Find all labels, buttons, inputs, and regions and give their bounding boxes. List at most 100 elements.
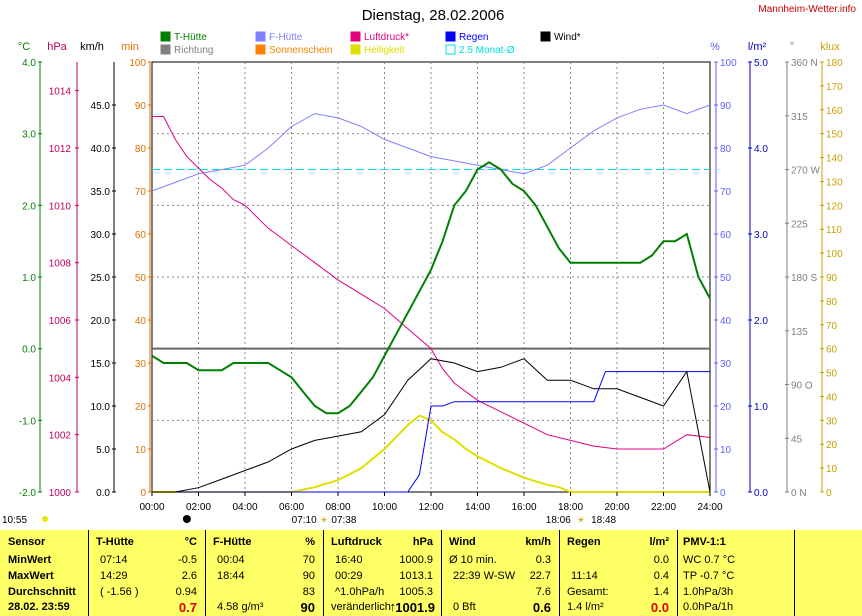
axis-label-kmh: 45.0 — [91, 101, 111, 112]
axis-label-pct: 50 — [720, 273, 732, 284]
luftdruck-unit: hPa — [412, 536, 433, 548]
axis-label-min: 40 — [135, 316, 147, 327]
axis-label-kmh: 0.0 — [96, 488, 110, 499]
legend-swatch — [255, 44, 266, 55]
sensor-header: Sensor — [8, 536, 46, 548]
legend-label: T-Hütte — [174, 32, 207, 43]
axis-label-deg: 135 — [791, 327, 808, 338]
axis-label-klux: 70 — [826, 321, 838, 332]
sensor-column: Sensor MinWert MaxWert Durchschnitt 28.0… — [0, 530, 89, 616]
legend-label: Wind* — [554, 32, 581, 43]
axis-label-c: -1.0 — [19, 416, 37, 427]
axis-label-klux: 110 — [826, 225, 842, 236]
wind-current: 0.6 — [532, 600, 551, 615]
wind-avg-label: Ø 10 min. — [449, 554, 497, 566]
unit-hpa: hPa — [47, 41, 67, 53]
chart-title: Dienstag, 28.02.2006 — [362, 7, 505, 24]
series-t-h-tte — [151, 161, 711, 415]
luftdruck-max-time: 00:29 — [335, 570, 363, 582]
luftdruck-column: Luftdruck hPa 16:40 1000.9 00:29 1013.1 … — [323, 530, 442, 616]
axis-label-hpa: 1004 — [49, 373, 72, 384]
luftdruck-header: Luftdruck — [331, 536, 382, 548]
axis-label-kmh: 10.0 — [91, 402, 111, 413]
regen-header: Regen — [567, 536, 601, 548]
legend-label: 2.5 Monat-Ø — [459, 45, 515, 56]
moon-time: 10:55 — [2, 515, 27, 526]
luftdruck-min-time: 16:40 — [335, 554, 363, 566]
axis-label-deg: 225 — [791, 219, 808, 230]
axis-label-klux: 80 — [826, 297, 838, 308]
sunset-icon: ☀ — [577, 515, 585, 525]
x-tick-label: 02:00 — [186, 502, 211, 513]
axis-label-kmh: 35.0 — [91, 187, 111, 198]
axis-label-klux: 160 — [826, 106, 843, 117]
axis-label-deg: 315 — [791, 112, 808, 123]
axis-label-kmh: 30.0 — [91, 230, 111, 241]
regen-total: 1.4 — [653, 586, 669, 598]
axis-label-lm2: 0.0 — [754, 488, 768, 499]
axis-label-pct: 60 — [720, 230, 732, 241]
f-huette-unit: % — [305, 536, 315, 548]
sunrise-b-time: 07:38 — [331, 515, 356, 526]
regen-total-label: Gesamt: — [567, 586, 609, 598]
axis-label-pct: 80 — [720, 144, 732, 155]
regen-unit: l/m² — [649, 536, 669, 548]
axis-label-klux: 150 — [826, 130, 843, 141]
axis-label-hpa: 1010 — [49, 201, 72, 212]
legend-swatch — [350, 31, 361, 42]
axis-label-klux: 140 — [826, 154, 843, 165]
axis-label-pct: 100 — [720, 58, 737, 69]
x-tick-label: 12:00 — [418, 502, 443, 513]
t-huette-max-time: 14:29 — [100, 570, 128, 582]
axis-label-kmh: 40.0 — [91, 144, 111, 155]
axis-label-klux: 40 — [826, 392, 838, 403]
wind-avg: 7.6 — [535, 586, 551, 598]
x-tick-label: 22:00 — [651, 502, 676, 513]
legend-label: Richtung — [174, 45, 213, 56]
axis-label-deg: 45 — [791, 434, 803, 445]
legend-swatch — [540, 31, 551, 42]
unit-pct: % — [710, 41, 720, 53]
f-huette-max: 90 — [302, 570, 315, 582]
axis-label-min: 20 — [135, 402, 147, 413]
pmv-column: PMV-1:1 WC 0.7 °C TP -0.7 °C 1.0hPa/3h 0… — [677, 530, 795, 616]
f-huette-min-time: 00:04 — [217, 554, 245, 566]
wind-bft: 0 Bft — [453, 601, 476, 613]
pmv-windchill: WC 0.7 °C — [683, 554, 736, 566]
t-huette-max: 2.6 — [181, 570, 197, 582]
axis-label-hpa: 1014 — [49, 87, 72, 98]
axis-label-klux: 170 — [826, 82, 843, 93]
legend-label: F-Hütte — [269, 32, 303, 43]
x-tick-label: 14:00 — [465, 502, 490, 513]
unit-min: min — [121, 41, 139, 53]
axis-label-pct: 40 — [720, 316, 732, 327]
legend-swatch — [160, 44, 171, 55]
axis-label-klux: 100 — [826, 249, 843, 260]
wind-max-time: 22:39 W-SW — [453, 570, 516, 582]
axis-label-deg: 180 S — [791, 273, 817, 284]
t-huette-avg-note: ( -1.56 ) — [100, 586, 139, 598]
f-huette-column: F-Hütte % 00:04 70 18:44 90 83 4.58 g/m³… — [205, 530, 324, 616]
wind-avg-10min: 0.3 — [535, 554, 551, 566]
axis-units: °C hPa km/h min% l/m² ° klux — [18, 41, 840, 53]
axis-label-c: 2.0 — [22, 201, 36, 212]
axis-label-min: 70 — [135, 187, 147, 198]
regen-current: 0.0 — [650, 600, 669, 615]
axis-label-min: 0 — [140, 488, 146, 499]
sunset-b-time: 18:48 — [591, 515, 616, 526]
axis-label-c: 3.0 — [22, 130, 36, 141]
series-helligkeit — [152, 414, 710, 493]
wind-header: Wind — [449, 536, 476, 548]
legend-swatch — [445, 31, 456, 42]
series-regen — [152, 371, 710, 493]
axis-label-kmh: 15.0 — [91, 359, 111, 370]
regen-min: 0.0 — [653, 554, 669, 566]
axis-label-min: 100 — [129, 58, 146, 69]
axis-label-lm2: 5.0 — [754, 58, 768, 69]
axis-label-hpa: 1000 — [49, 488, 72, 499]
unit-c: °C — [18, 41, 30, 53]
unit-kmh: km/h — [80, 41, 104, 53]
axis-label-klux: 0 — [826, 488, 832, 499]
regen-sum: 1.4 l/m² — [567, 601, 604, 613]
weather-chart: Dienstag, 28.02.2006 Mannheim-Wetter.inf… — [2, 4, 856, 526]
